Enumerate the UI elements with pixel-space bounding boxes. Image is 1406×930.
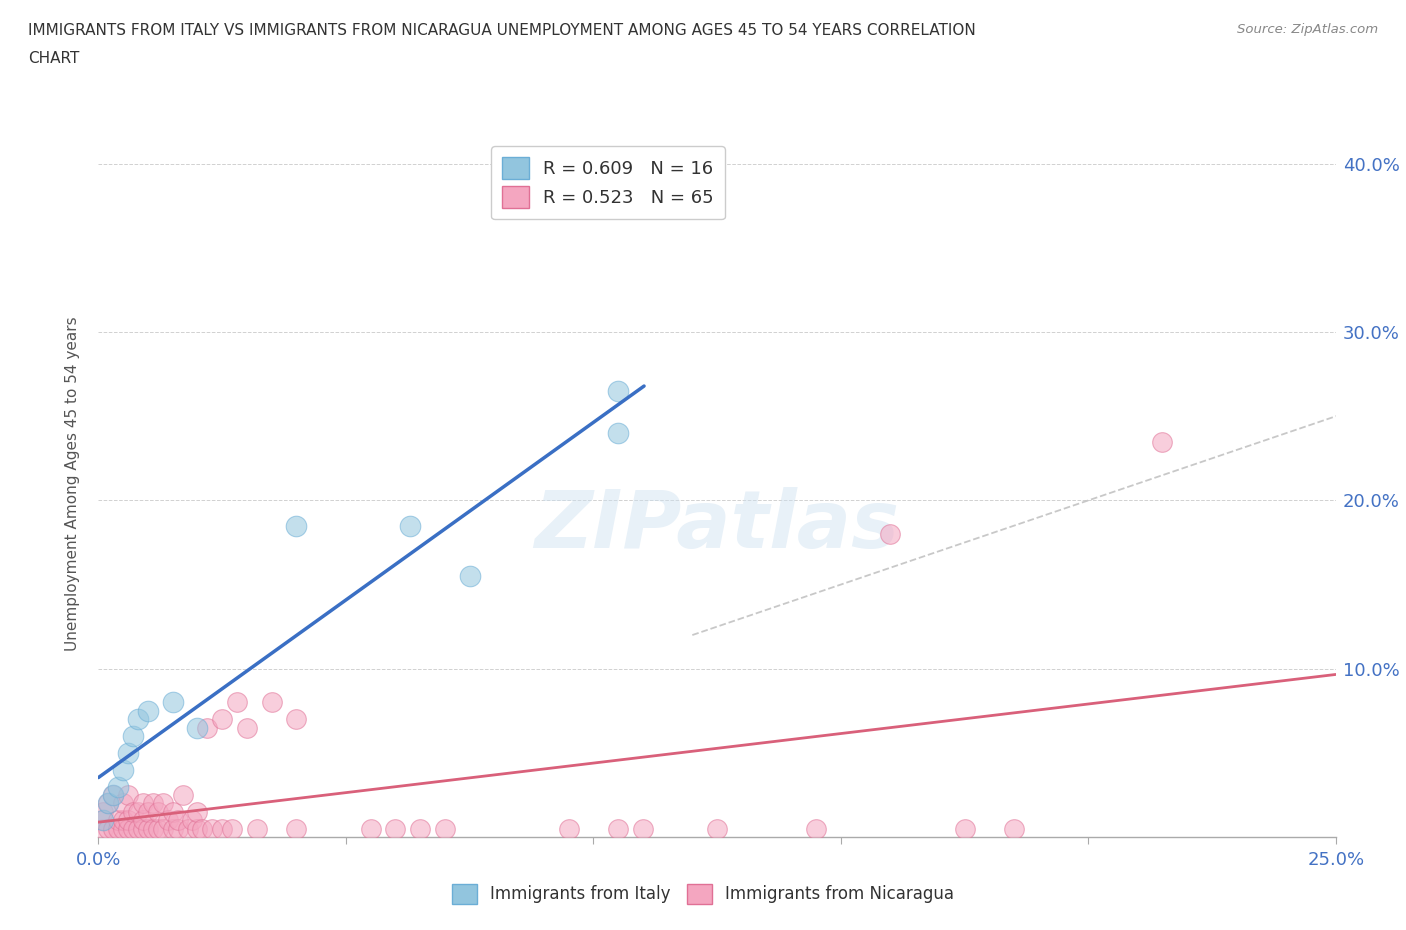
Point bbox=[607, 426, 630, 441]
Point bbox=[122, 804, 145, 819]
Point bbox=[156, 813, 179, 828]
Point bbox=[384, 821, 406, 836]
Point bbox=[260, 695, 283, 710]
Point bbox=[706, 821, 728, 836]
Point bbox=[127, 804, 149, 819]
Point bbox=[107, 779, 129, 794]
Point bbox=[186, 720, 208, 735]
Point bbox=[117, 788, 139, 803]
Point bbox=[804, 821, 827, 836]
Point bbox=[132, 821, 155, 836]
Point bbox=[136, 821, 159, 836]
Point bbox=[162, 804, 184, 819]
Point bbox=[458, 569, 481, 584]
Text: IMMIGRANTS FROM ITALY VS IMMIGRANTS FROM NICARAGUA UNEMPLOYMENT AMONG AGES 45 TO: IMMIGRANTS FROM ITALY VS IMMIGRANTS FROM… bbox=[28, 23, 976, 38]
Text: ZIPatlas: ZIPatlas bbox=[534, 487, 900, 565]
Point bbox=[211, 821, 233, 836]
Point bbox=[1152, 434, 1174, 449]
Point bbox=[1002, 821, 1025, 836]
Point bbox=[186, 804, 208, 819]
Point bbox=[136, 703, 159, 718]
Point bbox=[246, 821, 269, 836]
Point bbox=[103, 788, 125, 803]
Point bbox=[195, 720, 218, 735]
Point bbox=[136, 804, 159, 819]
Point bbox=[122, 728, 145, 743]
Point bbox=[112, 796, 135, 811]
Point bbox=[181, 813, 204, 828]
Point bbox=[162, 695, 184, 710]
Point bbox=[953, 821, 976, 836]
Point bbox=[112, 813, 135, 828]
Point bbox=[103, 821, 125, 836]
Point bbox=[93, 813, 115, 828]
Point bbox=[285, 711, 308, 726]
Y-axis label: Unemployment Among Ages 45 to 54 years: Unemployment Among Ages 45 to 54 years bbox=[65, 316, 80, 651]
Point bbox=[172, 788, 194, 803]
Point bbox=[607, 821, 630, 836]
Point bbox=[103, 788, 125, 803]
Point bbox=[285, 518, 308, 533]
Point bbox=[132, 813, 155, 828]
Text: CHART: CHART bbox=[28, 51, 80, 66]
Point bbox=[409, 821, 432, 836]
Point bbox=[107, 813, 129, 828]
Point bbox=[879, 526, 901, 541]
Point bbox=[176, 821, 198, 836]
Point bbox=[557, 821, 579, 836]
Point bbox=[127, 821, 149, 836]
Point bbox=[132, 796, 155, 811]
Point bbox=[122, 821, 145, 836]
Point bbox=[191, 821, 214, 836]
Point bbox=[117, 746, 139, 761]
Point bbox=[221, 821, 243, 836]
Point bbox=[146, 804, 169, 819]
Point bbox=[127, 711, 149, 726]
Point bbox=[360, 821, 382, 836]
Point bbox=[112, 821, 135, 836]
Point bbox=[146, 821, 169, 836]
Point bbox=[607, 383, 630, 398]
Point bbox=[97, 821, 120, 836]
Point bbox=[211, 711, 233, 726]
Legend: R = 0.609   N = 16, R = 0.523   N = 65: R = 0.609 N = 16, R = 0.523 N = 65 bbox=[491, 146, 725, 219]
Point bbox=[226, 695, 249, 710]
Point bbox=[162, 821, 184, 836]
Point bbox=[93, 821, 115, 836]
Point bbox=[93, 813, 115, 828]
Point bbox=[433, 821, 456, 836]
Legend: Immigrants from Italy, Immigrants from Nicaragua: Immigrants from Italy, Immigrants from N… bbox=[443, 875, 963, 912]
Point bbox=[93, 804, 115, 819]
Point bbox=[166, 813, 188, 828]
Point bbox=[201, 821, 224, 836]
Text: Source: ZipAtlas.com: Source: ZipAtlas.com bbox=[1237, 23, 1378, 36]
Point bbox=[142, 821, 165, 836]
Point bbox=[152, 821, 174, 836]
Point bbox=[166, 821, 188, 836]
Point bbox=[631, 821, 654, 836]
Point bbox=[107, 821, 129, 836]
Point bbox=[152, 796, 174, 811]
Point bbox=[399, 518, 422, 533]
Point bbox=[285, 821, 308, 836]
Point bbox=[142, 796, 165, 811]
Point bbox=[236, 720, 259, 735]
Point bbox=[186, 821, 208, 836]
Point bbox=[97, 796, 120, 811]
Point bbox=[117, 821, 139, 836]
Point bbox=[117, 813, 139, 828]
Point bbox=[112, 763, 135, 777]
Point bbox=[97, 796, 120, 811]
